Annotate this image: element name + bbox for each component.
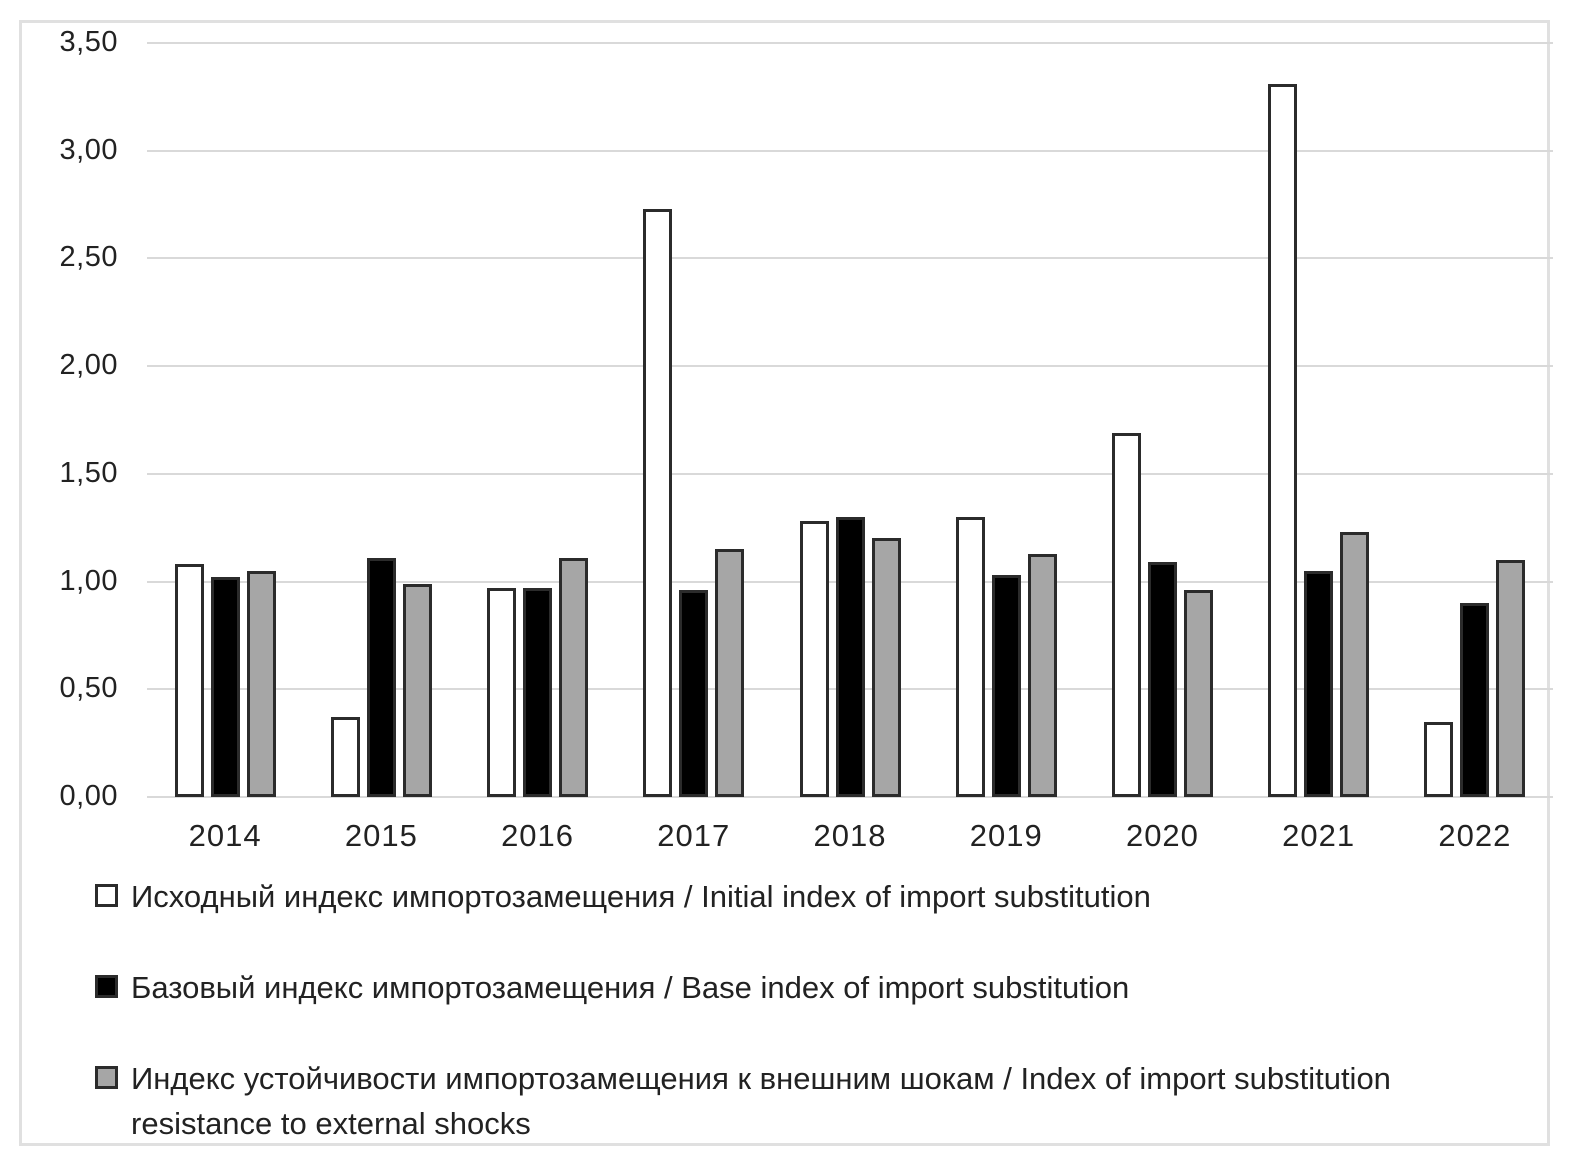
legend-item-base: Базовый индекс импортозамещения / Base i…	[95, 965, 1515, 1010]
bar-2020-base	[1147, 562, 1177, 797]
bar-2020-resistance	[1183, 590, 1213, 797]
bar-2022-base	[1460, 603, 1490, 797]
legend-marker-initial-icon	[95, 884, 118, 907]
x-tick-label-2022: 2022	[1438, 818, 1512, 853]
bar-2019-initial	[955, 517, 985, 797]
bar-2014-resistance	[246, 571, 276, 797]
bar-2015-base	[366, 558, 396, 797]
bar-2019-base	[991, 575, 1021, 797]
bar-2022-resistance	[1496, 560, 1526, 797]
y-tick-label-0,50: 0,50	[59, 672, 118, 705]
y-tick-label-0,00: 0,00	[59, 780, 118, 812]
y-tick-label-1,50: 1,50	[59, 456, 118, 489]
legend-item-resistance: Индекс устойчивости импортозамещения к в…	[95, 1056, 1515, 1146]
gridline-3,50	[147, 42, 1553, 44]
legend-item-initial: Исходный индекс импортозамещения / Initi…	[95, 874, 1515, 919]
gridline-0,00	[147, 796, 1553, 798]
bar-2021-base	[1304, 571, 1334, 797]
bar-2021-initial	[1268, 84, 1298, 797]
bar-2017-initial	[643, 209, 673, 797]
x-tick-label-2019: 2019	[969, 818, 1043, 853]
bar-2016-resistance	[559, 558, 589, 797]
gridline-1,50	[147, 472, 1553, 475]
gridline-2,50	[147, 257, 1553, 260]
bar-2019-resistance	[1027, 554, 1057, 797]
bar-2017-base	[679, 590, 709, 797]
bar-2016-base	[523, 588, 553, 797]
bar-2017-resistance	[715, 549, 745, 797]
bar-2018-resistance	[871, 538, 901, 797]
legend-marker-resistance-icon	[95, 1066, 118, 1089]
x-tick-label-2018: 2018	[813, 818, 887, 853]
plot-area	[147, 42, 1553, 798]
bar-2018-initial	[799, 521, 829, 797]
legend-marker-base-icon	[95, 975, 118, 998]
legend-label-base: Базовый индекс импортозамещения / Base i…	[131, 970, 1130, 1005]
bar-2020-initial	[1111, 433, 1141, 797]
y-tick-label-1,00: 1,00	[59, 564, 118, 597]
legend-label-initial: Исходный индекс импортозамещения / Initi…	[131, 879, 1151, 914]
bar-2015-initial	[330, 717, 360, 797]
legend: Исходный индекс импортозамещения / Initi…	[95, 874, 1515, 1169]
gridline-3,00	[147, 149, 1553, 152]
x-tick-label-2017: 2017	[657, 818, 731, 853]
x-tick-label-2020: 2020	[1125, 818, 1199, 853]
y-tick-label-3,00: 3,00	[59, 133, 118, 166]
x-tick-label-2021: 2021	[1282, 818, 1356, 853]
gridline-2,00	[147, 365, 1553, 368]
bar-2014-initial	[174, 564, 204, 797]
x-tick-label-2015: 2015	[344, 818, 418, 853]
x-tick-label-2016: 2016	[501, 818, 575, 853]
bar-2014-base	[210, 577, 240, 797]
y-tick-label-2,00: 2,00	[59, 349, 118, 382]
legend-label-resistance: Индекс устойчивости импортозамещения к в…	[131, 1061, 1391, 1141]
y-tick-label-2,50: 2,50	[59, 241, 118, 274]
bar-2018-base	[835, 517, 865, 797]
bar-2016-initial	[487, 588, 517, 797]
bar-2022-initial	[1424, 722, 1454, 797]
y-tick-label-3,50: 3,50	[59, 26, 118, 58]
bar-2015-resistance	[402, 584, 432, 797]
bar-2021-resistance	[1340, 532, 1370, 797]
x-tick-label-2014: 2014	[188, 818, 262, 853]
